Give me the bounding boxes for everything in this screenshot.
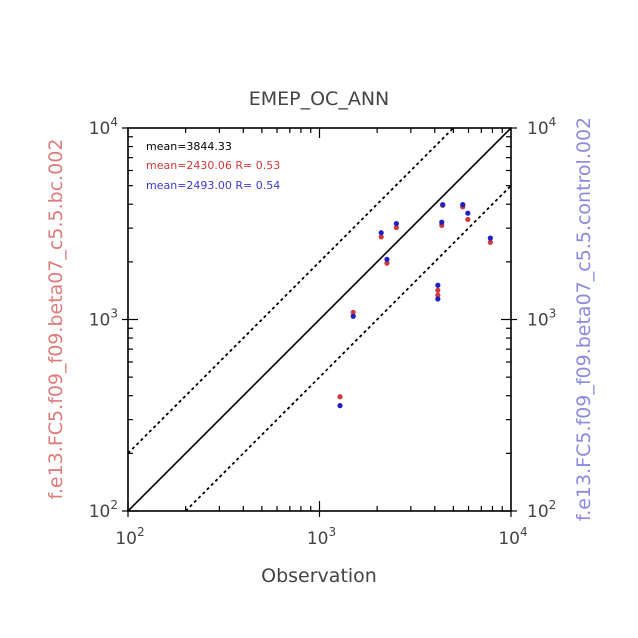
chart-title: EMEP_OC_ANN	[249, 88, 390, 110]
reference-lines	[127, 127, 512, 512]
reference-line-2to1	[127, 127, 454, 454]
y-tick-label-left: 104	[89, 115, 118, 139]
control-data-point	[465, 210, 471, 216]
control-data-point	[435, 282, 441, 288]
control-data-point	[460, 202, 466, 208]
y-tick-label-right: 102	[527, 498, 556, 522]
x-tick-label: 103	[307, 525, 336, 549]
y-tick-label-right: 103	[527, 307, 556, 331]
data-points	[337, 202, 493, 409]
bc-data-point	[393, 224, 399, 231]
bc-data-point	[378, 234, 384, 240]
bc-data-point	[337, 394, 343, 400]
bc-data-point	[435, 287, 441, 293]
control-data-point	[393, 220, 399, 227]
bc-data-point	[465, 216, 471, 223]
reference-line-1to2	[185, 185, 512, 512]
control-data-point	[337, 403, 343, 409]
y-tick-label-left: 103	[89, 307, 118, 331]
x-axis-label: Observation	[261, 565, 377, 587]
x-tick-label: 104	[498, 525, 527, 549]
y-tick-label-right: 104	[527, 115, 556, 139]
reference-line-1to1	[127, 127, 512, 512]
y-axis-label-right: f.e13.FC5.f09_f09.beta07_c5.5.control.00…	[573, 117, 595, 521]
control-mean-r-text: mean=2493.00 R= 0.54	[146, 179, 280, 192]
control-data-point	[378, 230, 384, 236]
bc-data-point	[384, 260, 390, 266]
y-tick-label-left: 102	[89, 498, 118, 522]
control-data-point	[487, 235, 493, 241]
bc-data-point	[350, 309, 356, 315]
bc-mean-r-text: mean=2430.06 R= 0.53	[146, 159, 280, 172]
control-data-point	[350, 313, 356, 319]
bc-data-point	[487, 239, 493, 245]
bc-data-point	[435, 292, 441, 298]
obs-mean-text: mean=3844.33	[146, 140, 232, 153]
axis-ticks	[122, 127, 517, 517]
x-tick-label: 102	[115, 525, 144, 549]
control-data-point	[440, 202, 446, 208]
y-axis-label-left: f.e13.FC5.f09_f09.beta07_c5.5.bc.002	[45, 139, 67, 500]
control-data-point	[384, 256, 390, 262]
control-data-point	[435, 296, 441, 302]
control-data-point	[439, 219, 445, 225]
